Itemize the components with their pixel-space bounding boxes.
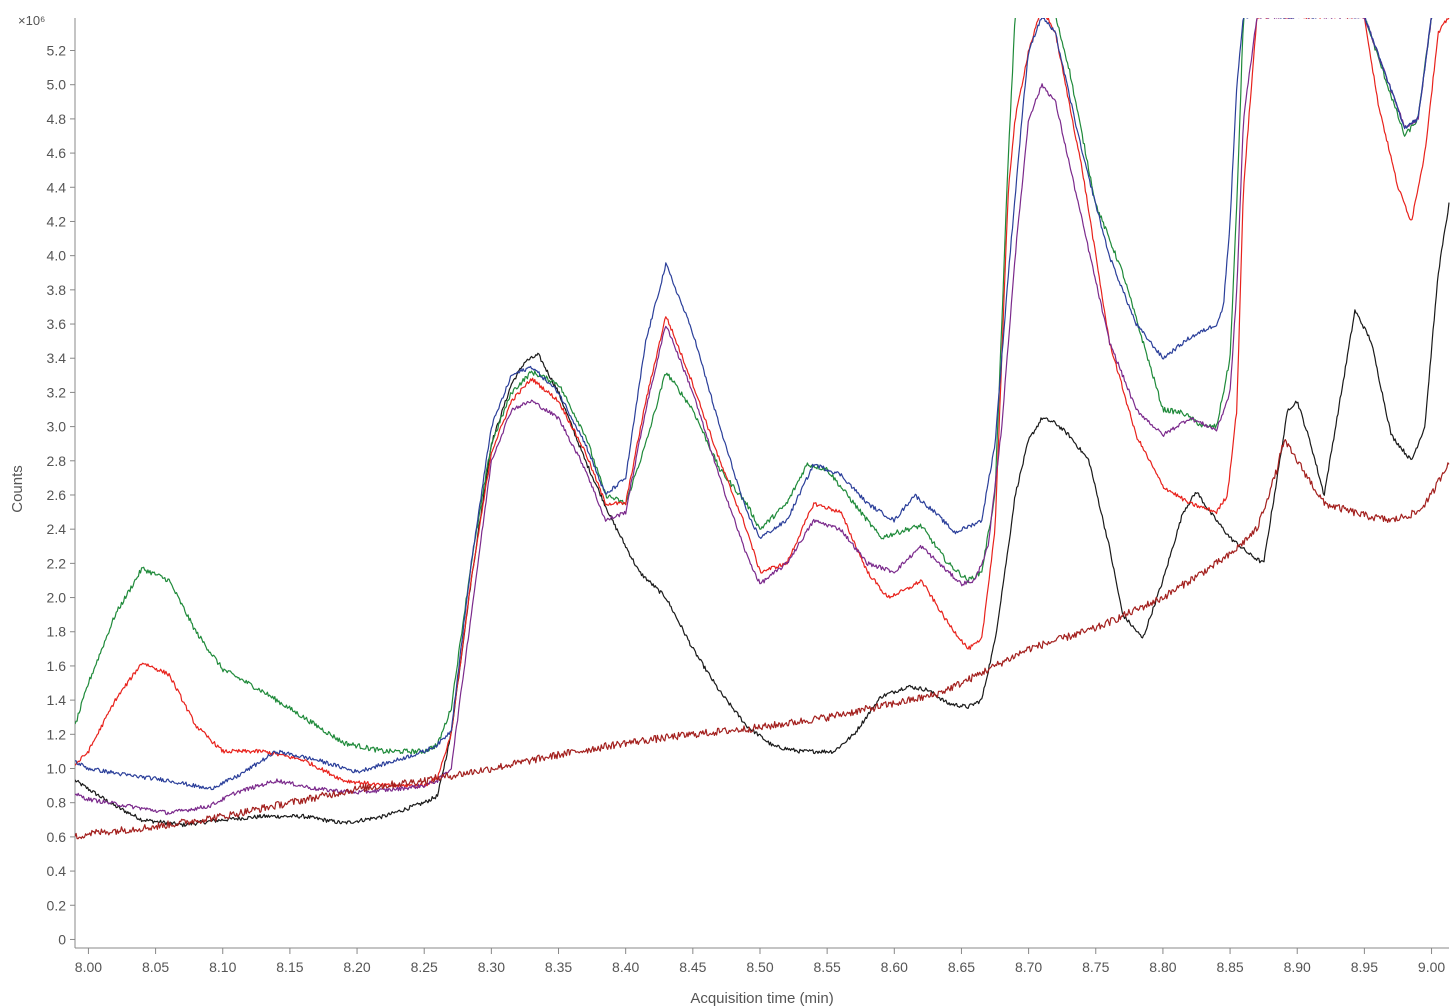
x-tick-label: 8.00 — [75, 959, 102, 975]
x-axis: 8.00 8.05 8.10 8.15 8.20 8.25 8.30 8.35 8.40 8.45… — [75, 947, 1449, 975]
x-tick-label: 8.90 — [1284, 959, 1311, 975]
x-tick-label: 8.45 — [679, 959, 706, 975]
x-tick-label: 8.25 — [411, 959, 438, 975]
y-tick-label: 2.8 — [47, 453, 67, 469]
x-axis-label: Acquisition time (min) — [690, 990, 833, 1007]
x-tick-label: 8.40 — [612, 959, 639, 975]
y-axis-label: Counts — [9, 465, 26, 513]
y-tick-label: 4.2 — [47, 213, 67, 229]
y-tick-label: 2.6 — [47, 487, 67, 503]
series-layer — [75, 18, 1450, 840]
y-tick-label: 5.2 — [47, 43, 67, 59]
y-tick-label: 3.6 — [47, 316, 67, 332]
y-tick-label: 0.2 — [47, 897, 67, 913]
y-tick-label: 5.0 — [47, 77, 67, 93]
y-tick-label: 0.4 — [47, 863, 67, 879]
x-tick-label: 8.70 — [1015, 959, 1042, 975]
y-tick-label: 3.8 — [47, 282, 67, 298]
x-tick-label: 8.50 — [746, 959, 773, 975]
x-tick-label: 8.75 — [1082, 959, 1109, 975]
y-tick-label: 2.4 — [47, 521, 67, 537]
x-tick-label: 8.95 — [1351, 959, 1378, 975]
x-tick-label: 8.85 — [1216, 959, 1243, 975]
y-tick-label: 4.0 — [47, 248, 67, 264]
series-line-3 — [75, 18, 1450, 788]
y-tick-label: 1.4 — [47, 692, 67, 708]
x-tick-label: 9.00 — [1418, 959, 1445, 975]
y-tick-label: 1.6 — [47, 658, 67, 674]
y-tick-label: 2.2 — [47, 555, 67, 571]
x-tick-label: 8.55 — [814, 959, 841, 975]
x-tick-label: 8.05 — [142, 959, 169, 975]
series-line-6 — [75, 439, 1450, 840]
y-tick-label: 0 — [58, 931, 66, 947]
y-tick-label: 4.6 — [47, 145, 67, 161]
y-tick-label: 2.0 — [47, 590, 67, 606]
y-tick-label: 3.4 — [47, 350, 67, 366]
x-tick-label: 8.20 — [343, 959, 370, 975]
y-tick-label: 1.0 — [47, 761, 67, 777]
y-tick-label: 1.8 — [47, 624, 67, 640]
x-tick-label: 8.35 — [545, 959, 572, 975]
series-line-5 — [75, 18, 1433, 791]
x-tick-label: 8.15 — [276, 959, 303, 975]
y-tick-label: 1.2 — [47, 726, 67, 742]
series-line-4 — [75, 18, 1433, 816]
x-tick-label: 8.65 — [948, 959, 975, 975]
y-tick-label: 0.8 — [47, 795, 67, 811]
y-tick-label: 3.0 — [47, 419, 67, 435]
y-tick-label: 4.4 — [47, 179, 67, 195]
y-axis: 0 0.2 0.4 0.6 0.8 1.0 1.2 1.4 1.6 1.8 2.0 2.2 2.4 2.6… — [47, 18, 76, 948]
y-multiplier-label: ×10⁶ — [18, 13, 45, 28]
y-tick-label: 0.6 — [47, 829, 67, 845]
x-tick-label: 8.10 — [209, 959, 236, 975]
x-tick-label: 8.80 — [1149, 959, 1176, 975]
series-line-2 — [75, 18, 1433, 755]
x-tick-label: 8.60 — [881, 959, 908, 975]
y-tick-label: 4.8 — [47, 111, 67, 127]
x-tick-label: 8.30 — [478, 959, 505, 975]
series-line-1 — [75, 202, 1450, 828]
y-tick-label: 3.2 — [47, 384, 67, 400]
